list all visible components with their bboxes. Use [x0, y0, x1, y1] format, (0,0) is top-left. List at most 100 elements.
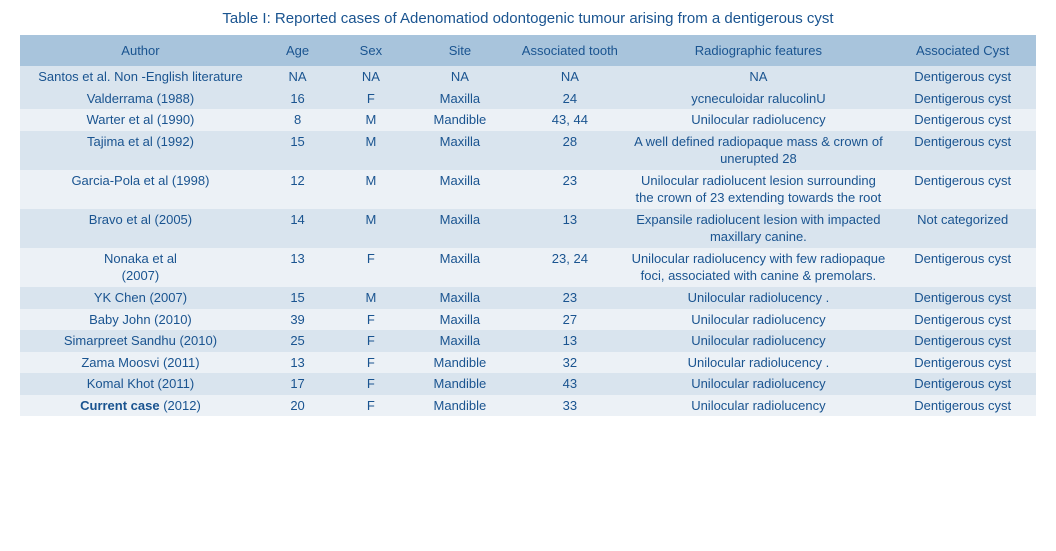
- cell-sex: M: [334, 109, 407, 131]
- table-row: Valderrama (1988)16FMaxilla24ycneculoida…: [20, 88, 1036, 110]
- cell-author: Valderrama (1988): [20, 88, 261, 110]
- cell-author: Zama Moosvi (2011): [20, 352, 261, 374]
- cell-radio: ycneculoidar ralucolinU: [627, 88, 889, 110]
- cell-tooth: 27: [512, 309, 627, 331]
- table-row: Santos et al. Non -English literatureNAN…: [20, 66, 1036, 88]
- cell-age: 15: [261, 131, 334, 170]
- col-author-header: Author: [20, 35, 261, 66]
- cell-site: Mandible: [408, 373, 513, 395]
- cell-cyst: Dentigerous cyst: [889, 248, 1036, 287]
- cell-radio: Unilocular radiolucency: [627, 309, 889, 331]
- cell-author: Bravo et al (2005): [20, 209, 261, 248]
- cell-cyst: Dentigerous cyst: [889, 373, 1036, 395]
- cell-age: 8: [261, 109, 334, 131]
- cell-radio: Unilocular radiolucency: [627, 330, 889, 352]
- cell-site: Maxilla: [408, 309, 513, 331]
- cell-cyst: Dentigerous cyst: [889, 66, 1036, 88]
- cell-radio: Unilocular radiolucency with few radiopa…: [627, 248, 889, 287]
- col-age-header: Age: [261, 35, 334, 66]
- cell-age: 39: [261, 309, 334, 331]
- cell-tooth: 23: [512, 170, 627, 209]
- cell-sex: M: [334, 287, 407, 309]
- cell-tooth: 23: [512, 287, 627, 309]
- cell-site: NA: [408, 66, 513, 88]
- cell-cyst: Dentigerous cyst: [889, 352, 1036, 374]
- cell-age: 20: [261, 395, 334, 417]
- cell-cyst: Dentigerous cyst: [889, 309, 1036, 331]
- cell-sex: F: [334, 352, 407, 374]
- cell-site: Mandible: [408, 352, 513, 374]
- table-row: YK Chen (2007)15MMaxilla23Unilocular rad…: [20, 287, 1036, 309]
- cell-tooth: NA: [512, 66, 627, 88]
- cell-author: YK Chen (2007): [20, 287, 261, 309]
- col-radio-header: Radiographic features: [627, 35, 889, 66]
- cell-site: Maxilla: [408, 330, 513, 352]
- cell-cyst: Dentigerous cyst: [889, 395, 1036, 417]
- cell-tooth: 13: [512, 209, 627, 248]
- cell-author: Warter et al (1990): [20, 109, 261, 131]
- cell-age: 14: [261, 209, 334, 248]
- cell-sex: M: [334, 170, 407, 209]
- cell-sex: M: [334, 131, 407, 170]
- col-tooth-header: Associated tooth: [512, 35, 627, 66]
- cell-sex: F: [334, 330, 407, 352]
- cell-sex: F: [334, 309, 407, 331]
- cell-radio: Unilocular radiolucency: [627, 109, 889, 131]
- cell-site: Maxilla: [408, 287, 513, 309]
- table-row: Warter et al (1990)8MMandible43, 44Unilo…: [20, 109, 1036, 131]
- cell-author: Current case (2012): [20, 395, 261, 417]
- table-header: Author Age Sex Site Associated tooth Rad…: [20, 35, 1036, 66]
- cell-age: 15: [261, 287, 334, 309]
- cell-radio: Unilocular radiolucency: [627, 373, 889, 395]
- cell-author: Komal Khot (2011): [20, 373, 261, 395]
- col-sex-header: Sex: [334, 35, 407, 66]
- cell-cyst: Dentigerous cyst: [889, 330, 1036, 352]
- table-row: Garcia-Pola et al (1998)12MMaxilla23Unil…: [20, 170, 1036, 209]
- cell-cyst: Dentigerous cyst: [889, 170, 1036, 209]
- cell-author: Garcia-Pola et al (1998): [20, 170, 261, 209]
- cell-radio: Unilocular radiolucency .: [627, 287, 889, 309]
- cell-radio: A well defined radiopaque mass & crown o…: [627, 131, 889, 170]
- table-row: Komal Khot (2011)17FMandible43Unilocular…: [20, 373, 1036, 395]
- col-site-header: Site: [408, 35, 513, 66]
- table-row: Baby John (2010)39FMaxilla27Unilocular r…: [20, 309, 1036, 331]
- cell-cyst: Dentigerous cyst: [889, 287, 1036, 309]
- cell-radio: Unilocular radiolucency .: [627, 352, 889, 374]
- cell-age: NA: [261, 66, 334, 88]
- cell-cyst: Dentigerous cyst: [889, 109, 1036, 131]
- cell-author: Santos et al. Non -English literature: [20, 66, 261, 88]
- table-title: Table I: Reported cases of Adenomatiod o…: [20, 10, 1036, 27]
- cell-age: 16: [261, 88, 334, 110]
- table-row: Simarpreet Sandhu (2010)25FMaxilla13Unil…: [20, 330, 1036, 352]
- table-row: Nonaka et al(2007)13FMaxilla23, 24Uniloc…: [20, 248, 1036, 287]
- cell-author: Tajima et al (1992): [20, 131, 261, 170]
- cell-author: Baby John (2010): [20, 309, 261, 331]
- cell-tooth: 13: [512, 330, 627, 352]
- cell-author: Simarpreet Sandhu (2010): [20, 330, 261, 352]
- cell-age: 13: [261, 248, 334, 287]
- cell-cyst: Not categorized: [889, 209, 1036, 248]
- cell-tooth: 28: [512, 131, 627, 170]
- col-cyst-header: Associated Cyst: [889, 35, 1036, 66]
- cell-tooth: 32: [512, 352, 627, 374]
- cell-sex: F: [334, 373, 407, 395]
- cell-site: Maxilla: [408, 88, 513, 110]
- cell-cyst: Dentigerous cyst: [889, 88, 1036, 110]
- table-body: Santos et al. Non -English literatureNAN…: [20, 66, 1036, 416]
- cell-site: Maxilla: [408, 170, 513, 209]
- cell-sex: NA: [334, 66, 407, 88]
- cell-sex: M: [334, 209, 407, 248]
- cell-radio: Unilocular radiolucent lesion surroundin…: [627, 170, 889, 209]
- cell-age: 17: [261, 373, 334, 395]
- cell-site: Maxilla: [408, 248, 513, 287]
- table-row: Current case (2012)20FMandible33Unilocul…: [20, 395, 1036, 417]
- cell-age: 25: [261, 330, 334, 352]
- cell-radio: Expansile radiolucent lesion with impact…: [627, 209, 889, 248]
- cell-site: Mandible: [408, 395, 513, 417]
- table-row: Zama Moosvi (2011)13FMandible32Unilocula…: [20, 352, 1036, 374]
- cell-sex: F: [334, 395, 407, 417]
- cases-table: Author Age Sex Site Associated tooth Rad…: [20, 35, 1036, 416]
- cell-tooth: 23, 24: [512, 248, 627, 287]
- cell-site: Mandible: [408, 109, 513, 131]
- cell-radio: Unilocular radiolucency: [627, 395, 889, 417]
